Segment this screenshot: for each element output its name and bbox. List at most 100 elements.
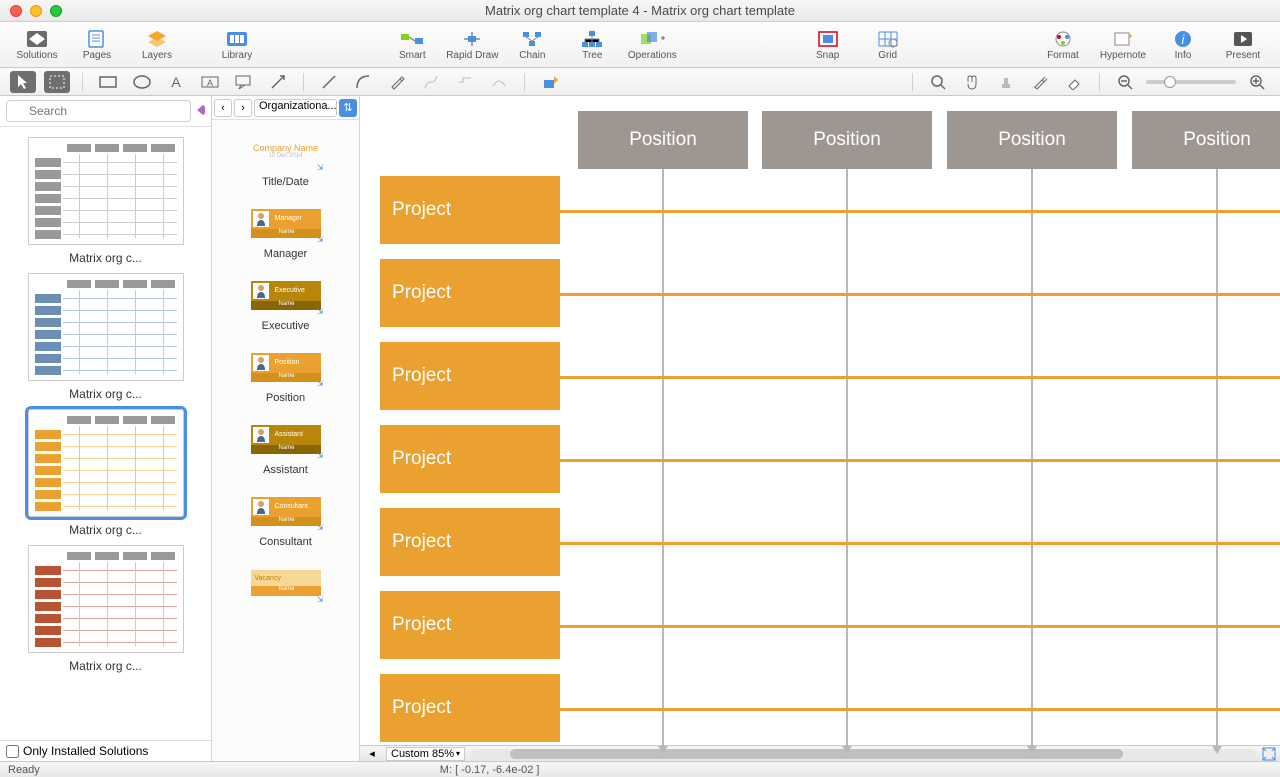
select-tool[interactable] — [10, 71, 36, 93]
operations-label: Operations — [628, 50, 677, 61]
shape-library-item[interactable]: PositionName⇲Position — [212, 342, 359, 414]
snap-label: Snap — [816, 50, 839, 61]
pen-tool[interactable] — [384, 71, 410, 93]
main-toolbar: Solutions Pages Layers Library Smart Rap… — [0, 22, 1280, 68]
pages-button[interactable]: Pages — [68, 23, 126, 67]
template-thumb-label: Matrix org c... — [26, 251, 186, 265]
grid-horizontal-line — [560, 293, 1280, 296]
only-installed-checkbox[interactable] — [6, 745, 19, 758]
template-thumb[interactable]: Matrix org c... — [26, 409, 186, 537]
smart-button[interactable]: Smart — [383, 23, 441, 67]
position-header[interactable]: Position — [578, 111, 748, 169]
project-row-header[interactable]: Project — [380, 674, 560, 742]
rectangle-tool[interactable] — [95, 71, 121, 93]
format-button[interactable]: Format — [1034, 23, 1092, 67]
status-ready: Ready — [8, 764, 40, 776]
curve-tool[interactable] — [350, 71, 376, 93]
grid-button[interactable]: Grid — [859, 23, 917, 67]
info-button[interactable]: iInfo — [1154, 23, 1212, 67]
only-installed-row[interactable]: Only Installed Solutions — [0, 740, 211, 761]
grid-horizontal-line — [560, 708, 1280, 711]
svg-text:A: A — [207, 78, 213, 88]
grid-horizontal-line — [560, 542, 1280, 545]
text-tool[interactable]: A — [163, 71, 189, 93]
fill-tool[interactable] — [537, 71, 563, 93]
tree-button[interactable]: Tree — [563, 23, 621, 67]
shape-library-item[interactable]: ConsultantName⇲Consultant — [212, 486, 359, 558]
shape-item-label: Title/Date — [212, 176, 359, 188]
window-titlebar: Matrix org chart template 4 - Matrix org… — [0, 0, 1280, 22]
ellipse-tool[interactable] — [129, 71, 155, 93]
horizontal-scrollbar[interactable] — [471, 749, 1256, 759]
shape-library-item[interactable]: Company Name10 Dec 2014⇲Title/Date — [212, 126, 359, 198]
solutions-label: Solutions — [16, 50, 57, 61]
operations-button[interactable]: Operations — [623, 23, 681, 67]
position-header[interactable]: Position — [762, 111, 932, 169]
template-thumb[interactable]: Matrix org c... — [26, 137, 186, 265]
search-input[interactable] — [6, 100, 191, 122]
hypernote-button[interactable]: Hypernote — [1094, 23, 1152, 67]
zoom-level-dropdown[interactable]: Custom 85%▾ — [386, 747, 465, 761]
library-dropdown[interactable]: Organizationa... — [254, 99, 337, 117]
shape-toolbar: A A — [0, 68, 1280, 96]
shape-library-item[interactable]: AssistantName⇲Assistant — [212, 414, 359, 486]
library-button[interactable]: Library — [208, 23, 266, 67]
shape-item-label: Consultant — [212, 536, 359, 548]
chain-button[interactable]: Chain — [503, 23, 561, 67]
connector-tool[interactable] — [452, 71, 478, 93]
present-label: Present — [1226, 50, 1260, 61]
arrow-tool[interactable] — [265, 71, 291, 93]
project-row-header[interactable]: Project — [380, 342, 560, 410]
callout-tool[interactable] — [231, 71, 257, 93]
line-tool[interactable] — [316, 71, 342, 93]
position-header[interactable]: Position — [1132, 111, 1280, 169]
shape-library-item[interactable]: VacancyName⇲ — [212, 558, 359, 618]
textbox-tool[interactable]: A — [197, 71, 223, 93]
eyedropper-tool[interactable] — [1027, 71, 1053, 93]
bezier-tool[interactable] — [418, 71, 444, 93]
library-forward-button[interactable]: › — [234, 99, 252, 117]
stamp-tool[interactable] — [993, 71, 1019, 93]
page-nav-left[interactable]: ◂ — [364, 747, 380, 760]
svg-text:A: A — [171, 75, 181, 89]
template-thumb-label: Matrix org c... — [26, 659, 186, 673]
grid-horizontal-line — [560, 625, 1280, 628]
project-row-header[interactable]: Project — [380, 259, 560, 327]
template-thumb[interactable]: Matrix org c... — [26, 273, 186, 401]
project-row-header[interactable]: Project — [380, 425, 560, 493]
chain-label: Chain — [519, 50, 545, 61]
position-header[interactable]: Position — [947, 111, 1117, 169]
snap-button[interactable]: Snap — [799, 23, 857, 67]
project-row-header[interactable]: Project — [380, 591, 560, 659]
zoom-in-button[interactable] — [1244, 71, 1270, 93]
zoom-out-button[interactable] — [1112, 71, 1138, 93]
hand-tool[interactable] — [959, 71, 985, 93]
layers-button[interactable]: Layers — [128, 23, 186, 67]
shape-item-label: Assistant — [212, 464, 359, 476]
rapid-draw-button[interactable]: Rapid Draw — [443, 23, 501, 67]
spline-tool[interactable] — [486, 71, 512, 93]
eraser-tool[interactable] — [1061, 71, 1087, 93]
tree-label: Tree — [582, 50, 602, 61]
canvas-footer: ◂ Custom 85%▾ — [360, 745, 1280, 761]
solutions-button[interactable]: Solutions — [8, 23, 66, 67]
project-row-header[interactable]: Project — [380, 176, 560, 244]
shape-library-item[interactable]: ExecutiveName⇲Executive — [212, 270, 359, 342]
zoom-slider[interactable] — [1146, 80, 1236, 84]
present-button[interactable]: Present — [1214, 23, 1272, 67]
fit-page-icon[interactable] — [1262, 747, 1276, 761]
grid-horizontal-line — [560, 376, 1280, 379]
pages-label: Pages — [83, 50, 111, 61]
drawing-canvas[interactable]: ◂ Custom 85%▾ PositionPositionPositionPo… — [360, 96, 1280, 761]
format-label: Format — [1047, 50, 1079, 61]
zoom-tool[interactable] — [925, 71, 951, 93]
project-row-header[interactable]: Project — [380, 508, 560, 576]
text-select-tool[interactable] — [44, 71, 70, 93]
solutions-filter-icon[interactable] — [195, 103, 205, 119]
template-thumb[interactable]: Matrix org c... — [26, 545, 186, 673]
rapid-draw-label: Rapid Draw — [446, 50, 498, 61]
shape-library-item[interactable]: ManagerName⇲Manager — [212, 198, 359, 270]
library-menu-button[interactable]: ⇅ — [339, 99, 357, 117]
library-back-button[interactable]: ‹ — [214, 99, 232, 117]
shape-item-label: Manager — [212, 248, 359, 260]
